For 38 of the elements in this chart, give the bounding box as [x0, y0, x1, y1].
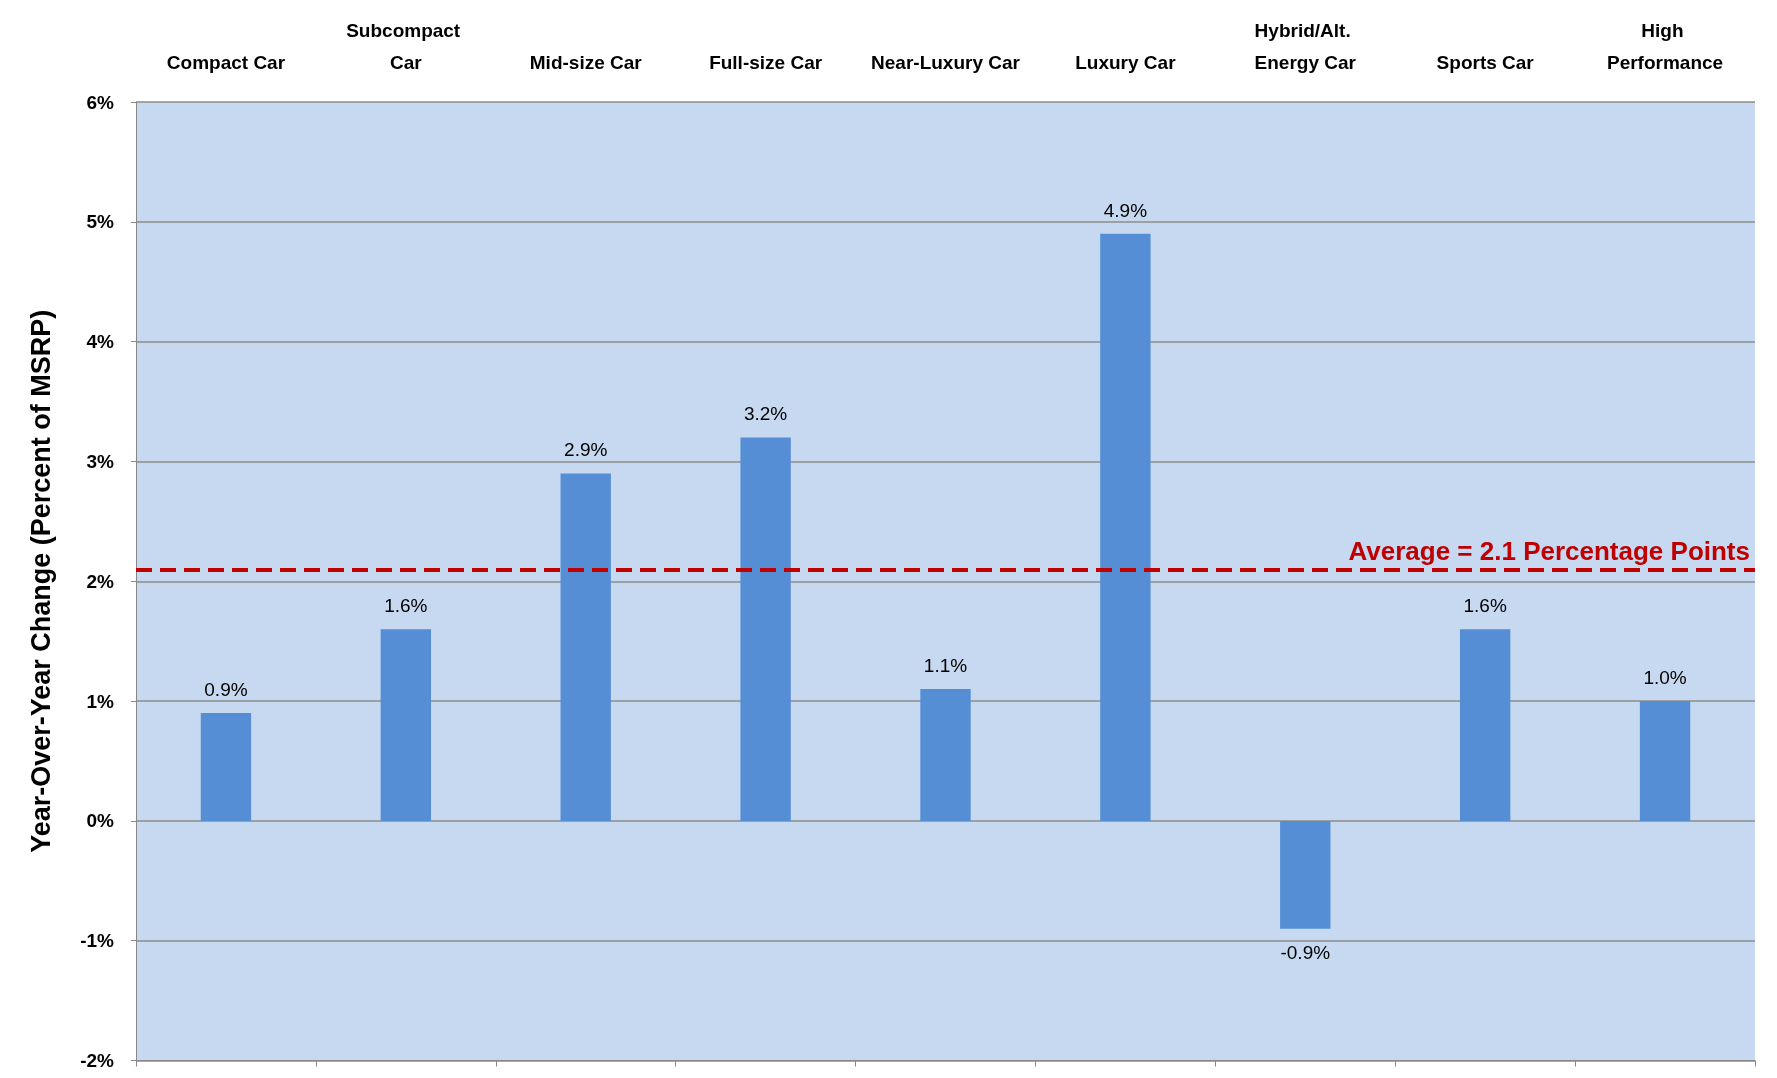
x-tick-label: Mid-size Car [529, 51, 643, 73]
data-label: 1.6% [384, 595, 428, 617]
data-label: 0.9% [204, 679, 248, 701]
x-tick-label: Hybrid/Alt. Energy Car [1254, 19, 1357, 73]
y-tick-label: 3% [86, 450, 115, 472]
data-label: 1.0% [1643, 667, 1687, 689]
ref-line-label: Average = 2.1 Percentage Points [1348, 536, 1750, 567]
bar [920, 689, 971, 821]
y-tick-label: 2% [86, 570, 115, 592]
y-tick-label: -2% [80, 1050, 115, 1071]
x-tick-label: Subcompact Car [346, 19, 466, 73]
data-label: -0.9% [1280, 941, 1331, 963]
y-axis-title: Year-Over-Year Change (Percent of MSRP) [25, 309, 56, 853]
x-tick-label: Near-Luxury Car [871, 51, 1021, 73]
y-tick-label: 4% [86, 331, 115, 353]
x-tick-label: Sports Car [1436, 51, 1535, 73]
x-tick-label: Compact Car [166, 51, 286, 73]
y-tick-label: 6% [86, 91, 115, 113]
y-tick-label: 0% [86, 810, 115, 832]
bar [1280, 820, 1331, 929]
x-tick-label: Full-size Car [709, 51, 823, 73]
bar [740, 437, 791, 821]
y-tick-label: 1% [86, 690, 115, 712]
bar [200, 713, 252, 821]
data-label: 2.9% [564, 439, 608, 461]
y-tick-label: -1% [80, 930, 115, 952]
data-label: 3.2% [743, 403, 788, 425]
data-label: 1.6% [1463, 595, 1507, 617]
bar [380, 629, 432, 821]
bar [1100, 233, 1151, 821]
data-label: 1.1% [923, 655, 968, 677]
x-tick-label: High Performance [1606, 19, 1724, 73]
bar [560, 473, 611, 821]
bar [1459, 629, 1511, 821]
data-label: 4.9% [1103, 199, 1148, 221]
y-tick-label: 5% [86, 211, 115, 233]
x-tick-label: Luxury Car [1075, 51, 1177, 73]
bar [1639, 701, 1691, 821]
